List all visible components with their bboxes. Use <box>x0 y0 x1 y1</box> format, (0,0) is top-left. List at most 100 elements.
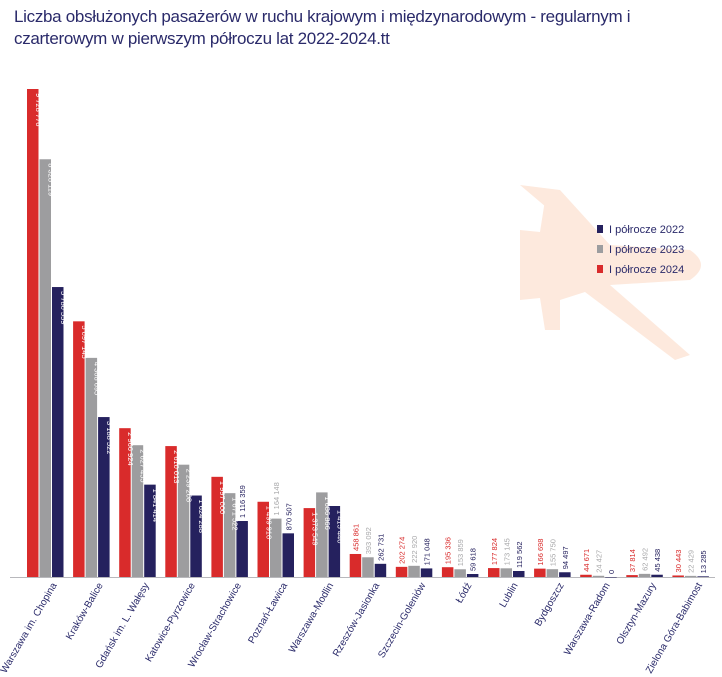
data-label: 2 239 208 <box>185 469 194 502</box>
category-label: Lublin <box>498 581 521 610</box>
data-label: 2 627 455 <box>138 449 147 482</box>
category-label: Katowice-Pyrzowice <box>144 581 198 664</box>
data-label: 37 814 <box>628 549 637 572</box>
data-label: 1 841 414 <box>151 489 160 522</box>
bar <box>282 533 294 577</box>
category-label: Szczecin-Goleniów <box>376 580 428 660</box>
category-label: Poznań-Ławica <box>246 581 290 646</box>
category-label: Łódź <box>454 581 474 605</box>
bar <box>316 492 328 577</box>
data-label: 62 492 <box>641 548 650 571</box>
data-label: 5 780 559 <box>59 291 68 324</box>
data-label: 2 966 924 <box>126 432 135 465</box>
data-label: 155 750 <box>548 539 557 566</box>
bar <box>98 417 110 577</box>
bar <box>466 574 479 577</box>
data-label: 173 145 <box>502 538 511 565</box>
bar <box>592 575 605 577</box>
category-label: Gdańsk im. L. Wałęsy <box>94 581 152 670</box>
legend-label: I półrocze 2024 <box>609 264 684 276</box>
bar <box>52 287 64 577</box>
data-label: 1 164 148 <box>272 482 281 515</box>
bar <box>441 567 454 577</box>
bar <box>605 577 617 578</box>
category-label: Olsztyn-Mazury <box>615 581 659 647</box>
bar <box>559 572 571 577</box>
data-label: 1 997 000 <box>218 481 227 514</box>
data-label: 222 920 <box>410 536 419 563</box>
data-label: 45 438 <box>653 549 662 572</box>
data-label: 1 373 549 <box>310 512 319 545</box>
bar <box>362 557 374 577</box>
bar <box>408 565 420 577</box>
bar <box>672 575 684 577</box>
bar <box>131 445 144 577</box>
data-label: 171 048 <box>423 538 432 565</box>
data-label: 1 671 522 <box>231 497 240 530</box>
data-label: 870 507 <box>284 503 293 530</box>
bar <box>349 553 362 577</box>
data-label: 4 368 695 <box>92 362 101 395</box>
data-label: 13 285 <box>699 550 708 573</box>
data-label: 8 328 119 <box>46 163 55 196</box>
data-label: 3 188 522 <box>105 421 114 454</box>
bar <box>85 357 98 577</box>
bar <box>144 484 156 577</box>
bar <box>328 506 341 577</box>
bar <box>119 428 131 577</box>
data-label: 30 443 <box>674 550 683 573</box>
data-label: 1 116 359 <box>238 485 247 518</box>
category-label: Bydgoszcz <box>533 581 567 628</box>
data-label: 393 092 <box>364 527 373 554</box>
bar <box>697 576 709 577</box>
data-label: 44 671 <box>582 549 591 572</box>
data-label: 153 859 <box>456 539 465 566</box>
data-label: 202 274 <box>398 537 407 564</box>
data-label: 262 731 <box>376 534 385 561</box>
legend-swatch <box>597 265 603 273</box>
legend-label: I półrocze 2022 <box>609 224 684 236</box>
bar <box>534 568 546 577</box>
category-label: Rzeszów-Jasionka <box>331 581 382 659</box>
category-label: Wrocław-Strachowice <box>186 581 244 670</box>
category-label: Warszawa-Radom <box>562 581 612 657</box>
category-label: Kraków-Balice <box>64 581 106 642</box>
data-label: 119 562 <box>515 541 524 568</box>
bar <box>500 568 512 577</box>
legend-label: I półrocze 2023 <box>609 244 684 256</box>
data-label: 1 686 866 <box>323 496 332 529</box>
bar <box>270 518 282 577</box>
data-label: 2 610 013 <box>172 450 181 483</box>
legend-swatch <box>597 245 603 253</box>
bar <box>257 501 269 577</box>
bar <box>684 575 697 577</box>
bar <box>236 521 248 577</box>
data-label: 1 415 440 <box>335 510 344 543</box>
bar <box>39 159 51 577</box>
data-label: 94 497 <box>561 546 570 569</box>
bar <box>177 464 190 577</box>
bar <box>395 566 408 577</box>
bar <box>190 495 202 577</box>
data-label: 177 824 <box>490 538 499 565</box>
data-label: 1 499 910 <box>264 506 273 539</box>
bar <box>513 571 525 577</box>
bar <box>454 569 466 577</box>
chart-title: Liczba obsłużonych pasażerów w ruchu kra… <box>14 7 631 48</box>
bar <box>211 476 223 577</box>
data-label: 24 427 <box>594 550 603 573</box>
bar <box>303 508 316 577</box>
legend-item: I półrocze 2023 <box>597 244 684 256</box>
bar <box>420 568 433 577</box>
data-label: 0 <box>607 570 616 574</box>
data-label: 5 097 145 <box>80 325 89 358</box>
data-label: 22 429 <box>687 550 696 573</box>
category-label: Warszawa-Modlin <box>287 581 336 655</box>
bar <box>580 574 592 577</box>
legend-item: I półrocze 2024 <box>597 264 684 276</box>
data-label: 59 618 <box>469 548 478 571</box>
bar <box>488 568 500 577</box>
data-label: 9 728 776 <box>34 93 43 126</box>
bar <box>626 575 638 577</box>
